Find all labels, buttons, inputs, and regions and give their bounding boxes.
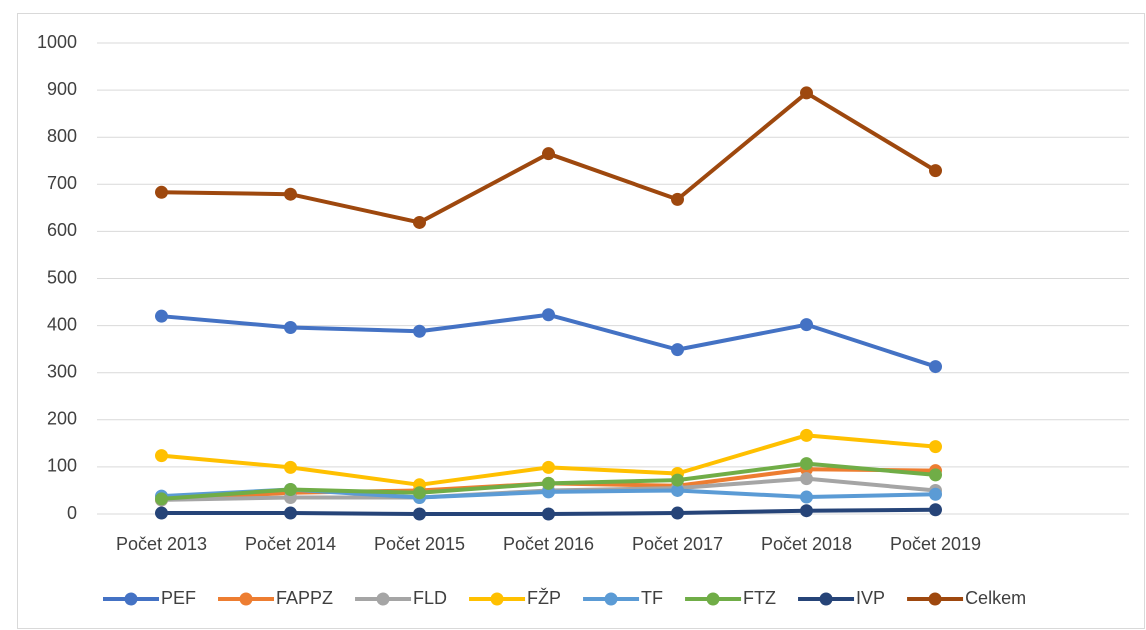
- data-point: [800, 490, 813, 504]
- data-point: [800, 318, 813, 332]
- data-point: [413, 486, 426, 500]
- legend-label: FŽP: [527, 588, 561, 608]
- data-point: [929, 503, 942, 517]
- data-point: [155, 506, 168, 520]
- data-point: [413, 324, 426, 338]
- data-point: [929, 440, 942, 454]
- data-point: [929, 360, 942, 374]
- data-point: [671, 506, 684, 520]
- legend-label: PEF: [161, 588, 196, 608]
- data-point: [284, 506, 297, 520]
- x-tick-label: Počet 2013: [116, 534, 207, 554]
- data-point: [671, 192, 684, 206]
- data-point: [671, 473, 684, 487]
- y-tick-label: 700: [47, 173, 77, 193]
- y-tick-label: 800: [47, 126, 77, 146]
- data-point: [284, 460, 297, 474]
- legend-label: FTZ: [743, 588, 776, 608]
- data-point: [542, 507, 555, 521]
- y-tick-label: 400: [47, 314, 77, 334]
- y-tick-label: 300: [47, 361, 77, 381]
- x-tick-label: Počet 2017: [632, 534, 723, 554]
- data-point: [155, 185, 168, 199]
- y-tick-label: 0: [67, 503, 77, 523]
- legend-label: TF: [641, 588, 663, 608]
- legend-marker: [819, 592, 833, 606]
- data-point: [671, 343, 684, 357]
- legend-marker: [376, 592, 390, 606]
- data-point: [800, 472, 813, 486]
- y-tick-label: 600: [47, 220, 77, 240]
- legend-marker: [928, 592, 942, 606]
- x-tick-label: Počet 2019: [890, 534, 981, 554]
- x-tick-label: Počet 2016: [503, 534, 594, 554]
- legend-label: IVP: [856, 588, 885, 608]
- x-tick-label: Počet 2015: [374, 534, 465, 554]
- data-point: [800, 86, 813, 100]
- data-point: [929, 468, 942, 482]
- data-point: [413, 507, 426, 521]
- data-point: [542, 308, 555, 322]
- y-tick-label: 100: [47, 456, 77, 476]
- x-tick-label: Počet 2018: [761, 534, 852, 554]
- data-point: [284, 187, 297, 201]
- data-point: [929, 164, 942, 178]
- y-tick-label: 500: [47, 267, 77, 287]
- legend-label: FLD: [413, 588, 447, 608]
- legend-marker: [490, 592, 504, 606]
- legend-marker: [706, 592, 720, 606]
- data-point: [800, 457, 813, 471]
- data-point: [800, 428, 813, 442]
- legend-label: FAPPZ: [276, 588, 333, 608]
- data-point: [671, 483, 684, 497]
- x-tick-label: Počet 2014: [245, 534, 336, 554]
- data-point: [155, 449, 168, 463]
- data-point: [413, 215, 426, 229]
- data-point: [542, 147, 555, 161]
- y-tick-label: 200: [47, 409, 77, 429]
- legend-marker: [239, 592, 253, 606]
- legend-marker: [124, 592, 138, 606]
- legend-label: Celkem: [965, 588, 1026, 608]
- data-point: [155, 492, 168, 506]
- data-point: [542, 476, 555, 490]
- data-point: [155, 309, 168, 323]
- data-point: [542, 460, 555, 474]
- data-point: [929, 487, 942, 501]
- legend-marker: [604, 592, 618, 606]
- data-point: [284, 483, 297, 497]
- data-point: [800, 504, 813, 518]
- y-tick-label: 900: [47, 79, 77, 99]
- data-point: [284, 320, 297, 334]
- y-tick-label: 1000: [37, 32, 77, 52]
